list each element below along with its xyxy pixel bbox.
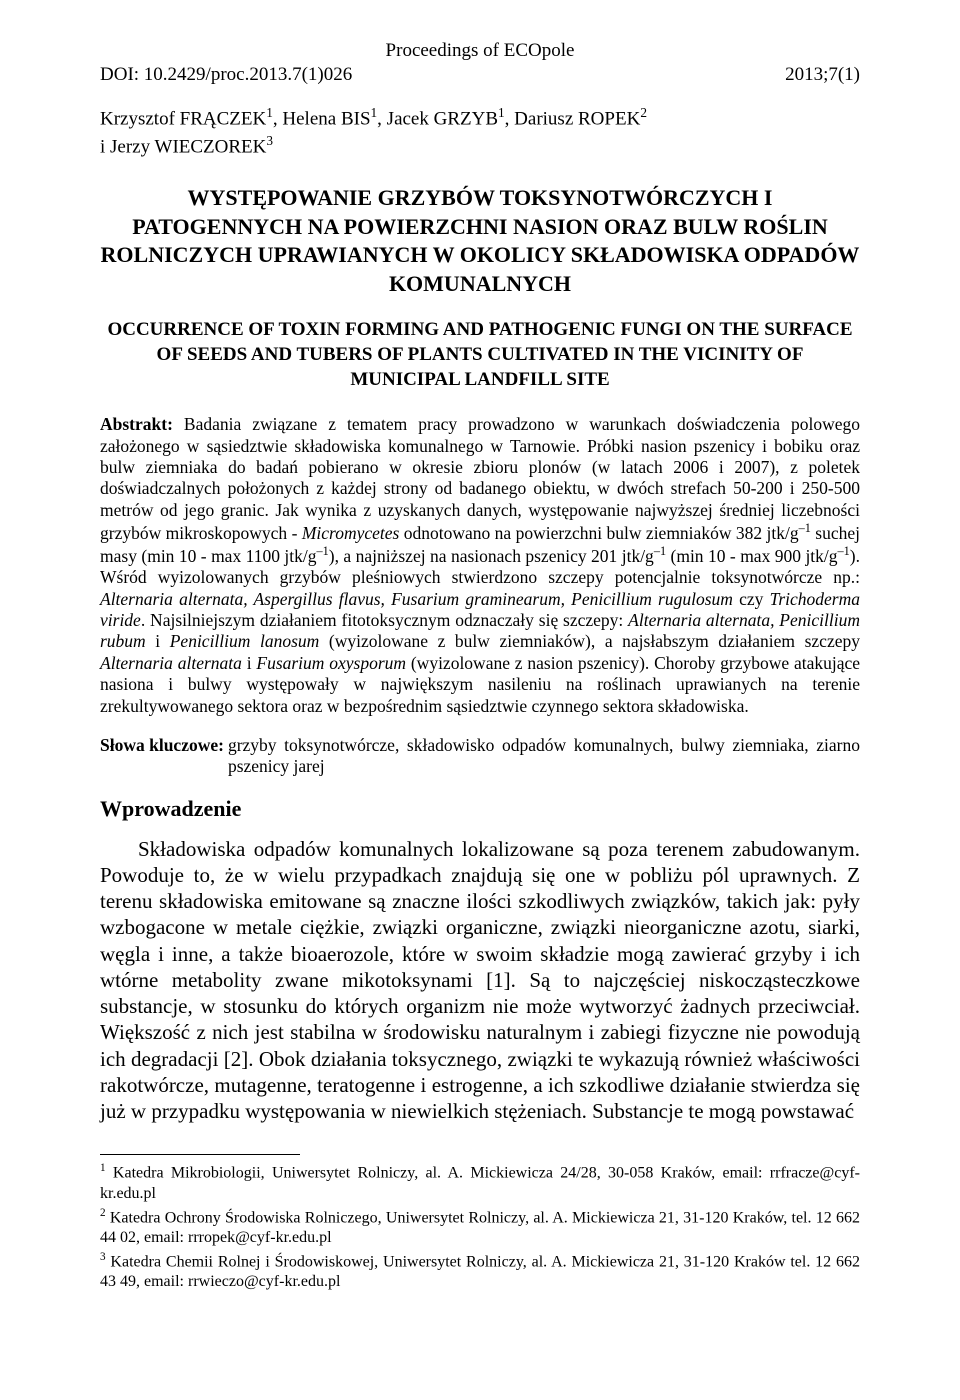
footnote-1: 1 Katedra Mikrobiologii, Uniwersytet Rol… xyxy=(100,1161,860,1203)
doi-text: DOI: 10.2429/proc.2013.7(1)026 xyxy=(100,64,352,86)
page-root: Proceedings of ECOpole DOI: 10.2429/proc… xyxy=(0,0,960,1324)
footnotes-block: 1 Katedra Mikrobiologii, Uniwersytet Rol… xyxy=(100,1161,860,1292)
proceedings-title: Proceedings of ECOpole xyxy=(100,40,860,62)
abstract-label: Abstrakt: xyxy=(100,414,173,434)
title-english: OCCURRENCE OF TOXIN FORMING AND PATHOGEN… xyxy=(100,318,860,392)
footnote-2: 2 Katedra Ochrony Środowiska Rolniczego,… xyxy=(100,1206,860,1248)
header-row: DOI: 10.2429/proc.2013.7(1)026 2013;7(1) xyxy=(100,64,860,86)
keywords-text: grzyby toksynotwórcze, składowisko odpad… xyxy=(228,735,860,778)
abstract-text: Badania związane z tematem pracy prowadz… xyxy=(100,414,860,715)
footnote-rule xyxy=(100,1154,300,1155)
title-polish: WYSTĘPOWANIE GRZYBÓW TOKSYNOTWÓRCZYCH I … xyxy=(100,184,860,298)
keywords-block: Słowa kluczowe: grzyby toksynotwórcze, s… xyxy=(100,735,860,778)
abstract-block: Abstrakt: Badania związane z tematem pra… xyxy=(100,414,860,716)
authors-line: Krzysztof FRĄCZEK1, Helena BIS1, Jacek G… xyxy=(100,104,860,160)
keywords-label: Słowa kluczowe: xyxy=(100,735,228,778)
section-heading-intro: Wprowadzenie xyxy=(100,796,860,822)
intro-paragraph: Składowiska odpadów komunalnych lokalizo… xyxy=(100,836,860,1125)
issue-text: 2013;7(1) xyxy=(785,64,860,86)
footnote-3: 3 Katedra Chemii Rolnej i Środowiskowej,… xyxy=(100,1250,860,1292)
